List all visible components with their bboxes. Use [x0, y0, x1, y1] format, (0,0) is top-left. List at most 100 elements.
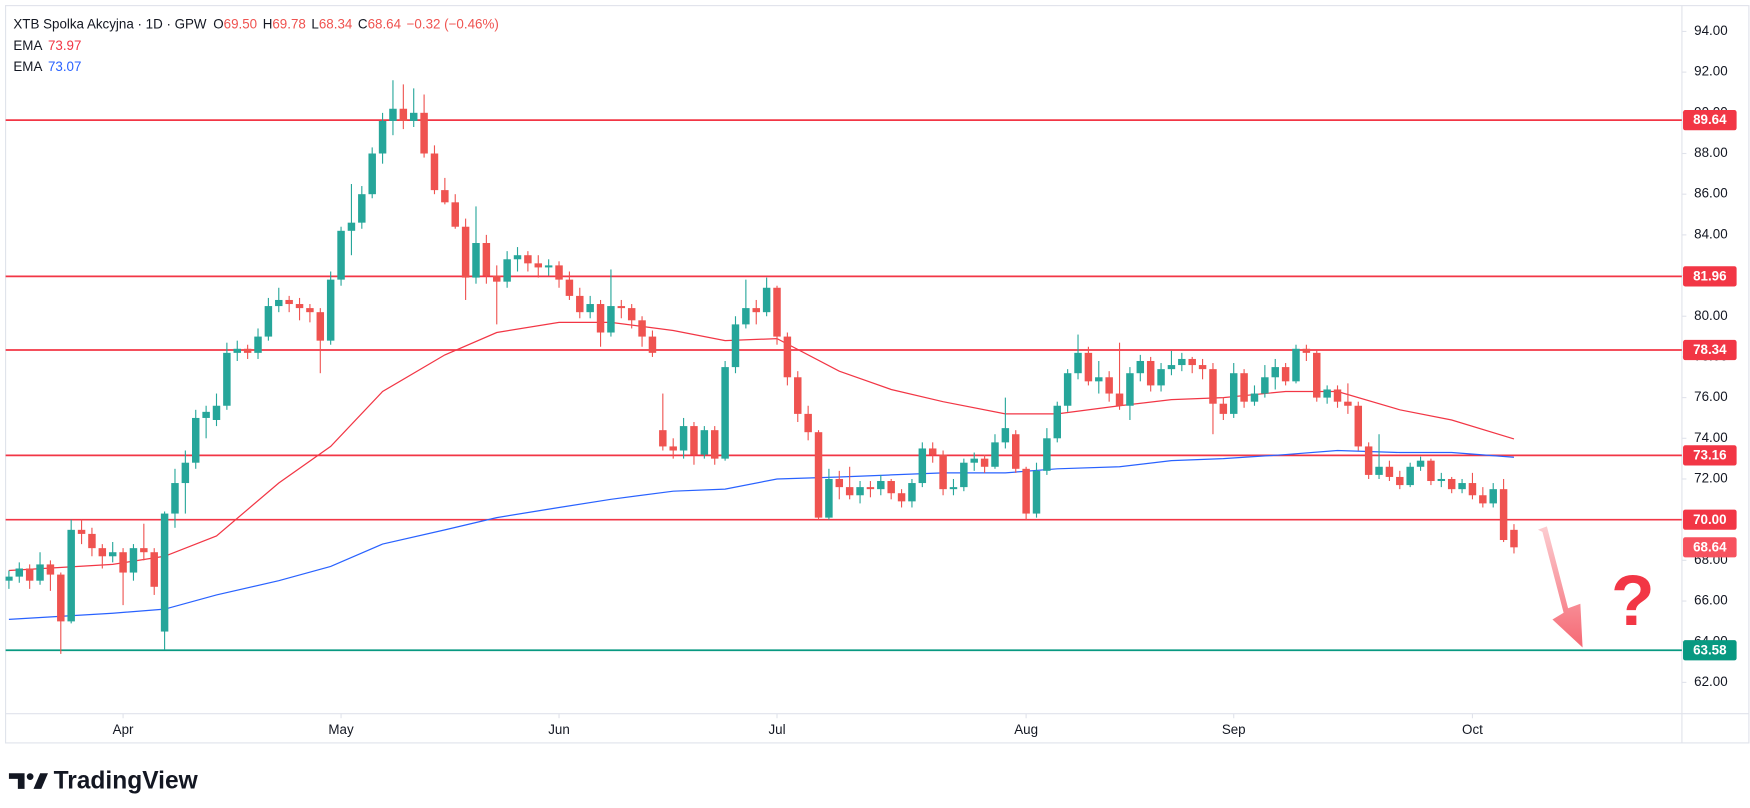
- y-tick-label: 94.00: [1694, 23, 1727, 38]
- candle-body: [430, 153, 439, 191]
- candle-body: [378, 120, 387, 154]
- ohlc-value: 69.78: [272, 16, 305, 31]
- candle-body: [1198, 365, 1207, 370]
- candle-body: [991, 442, 999, 467]
- candle-body: [524, 255, 532, 264]
- x-tick-label: Oct: [1462, 722, 1483, 737]
- candle-body: [607, 306, 615, 333]
- candle-body: [461, 226, 470, 278]
- candle-body: [1447, 478, 1456, 490]
- candle-body: [1095, 377, 1103, 382]
- candle-body: [368, 153, 376, 195]
- candle-body: [202, 411, 210, 418]
- candle-body: [1032, 470, 1041, 514]
- candle-body: [1499, 489, 1508, 541]
- candle-body: [513, 255, 522, 260]
- candle-body: [181, 462, 190, 484]
- candle-body: [493, 275, 501, 282]
- candle-body: [742, 308, 750, 325]
- question-mark: ?: [1611, 561, 1655, 641]
- candle-body: [77, 529, 86, 534]
- candle-body: [160, 513, 169, 632]
- y-tick-label: 62.00: [1694, 674, 1727, 689]
- candle-body: [835, 478, 844, 488]
- candle-body: [1105, 377, 1113, 394]
- candle-body: [389, 108, 397, 121]
- candle-body: [1022, 468, 1030, 514]
- candle-body: [482, 243, 491, 276]
- candle-body: [358, 194, 366, 223]
- axes: 62.0064.0066.0068.0070.0072.0074.0076.00…: [113, 23, 1737, 737]
- candle-body: [814, 432, 823, 518]
- candle-body: [36, 564, 44, 581]
- candle-body: [856, 487, 864, 496]
- candle-body: [877, 481, 885, 490]
- candle-body: [119, 552, 127, 573]
- y-tick-label: 88.00: [1694, 145, 1727, 160]
- candle-body: [25, 568, 34, 581]
- candle-body: [212, 405, 221, 420]
- candle-body: [306, 308, 314, 313]
- candle-body: [46, 564, 55, 575]
- candle-body: [1126, 373, 1134, 406]
- candle-body: [1261, 377, 1269, 394]
- candle-body: [1178, 358, 1186, 366]
- candle-body: [949, 487, 958, 490]
- y-tick-label: 86.00: [1694, 186, 1727, 201]
- candle-body: [316, 312, 325, 341]
- candle-body: [544, 265, 553, 268]
- ohlc-value: 68.64: [368, 16, 402, 31]
- candle-body: [1510, 529, 1518, 548]
- candle-body: [627, 308, 636, 321]
- x-tick-label: Apr: [113, 722, 134, 737]
- candle-body: [399, 108, 408, 121]
- plot-area: [5, 80, 1682, 654]
- y-tick-label: 92.00: [1694, 64, 1727, 79]
- indicator-name: EMA: [13, 58, 42, 73]
- x-tick-label: Jul: [768, 722, 785, 737]
- candle-body: [1292, 348, 1300, 382]
- candle-body: [441, 190, 449, 203]
- indicator-name: EMA: [13, 38, 42, 53]
- candle-body: [918, 448, 927, 484]
- candle-body: [908, 483, 916, 502]
- logo-icon: [33, 773, 48, 789]
- candle-body: [970, 458, 978, 463]
- candle-body: [409, 112, 418, 121]
- candle-body: [223, 352, 231, 406]
- x-tick-label: Aug: [1014, 722, 1038, 737]
- candle-body: [1136, 360, 1145, 374]
- price-badge: [1683, 110, 1737, 131]
- candle-body: [1074, 352, 1082, 374]
- candle-body: [1354, 405, 1363, 447]
- x-tick-label: May: [328, 722, 354, 737]
- price-badge-label: 68.64: [1693, 539, 1727, 554]
- candle-body: [1333, 389, 1342, 402]
- ohlc-value: 69.50: [224, 16, 257, 31]
- candle-body: [1053, 405, 1061, 439]
- price-badge: [1683, 640, 1737, 661]
- price-badge: [1683, 266, 1737, 287]
- candle-body: [1416, 460, 1425, 467]
- candle-body: [254, 336, 262, 353]
- candle-body: [1209, 369, 1217, 404]
- legend-header: XTB Spolka Akcyjna · 1D · GPW O69.50 H69.7…: [13, 16, 498, 31]
- ohlc-value: 68.34: [319, 16, 353, 31]
- candle-body: [150, 552, 158, 587]
- candle-body: [586, 304, 594, 313]
- candle-body: [451, 202, 459, 227]
- candle-body: [1281, 367, 1290, 382]
- candle-body: [326, 279, 335, 341]
- candle-body: [648, 336, 657, 353]
- candle-body: [939, 454, 947, 490]
- candle-body: [887, 481, 895, 494]
- candle-body: [669, 446, 677, 451]
- candle-body: [866, 487, 875, 490]
- candle-body: [1313, 352, 1321, 398]
- chart-frame: [5, 5, 1750, 744]
- candle-body: [108, 552, 117, 557]
- ema-line: [8, 321, 1515, 572]
- candle-body: [845, 487, 854, 496]
- candle-body: [88, 533, 96, 549]
- candle-body: [1157, 369, 1165, 386]
